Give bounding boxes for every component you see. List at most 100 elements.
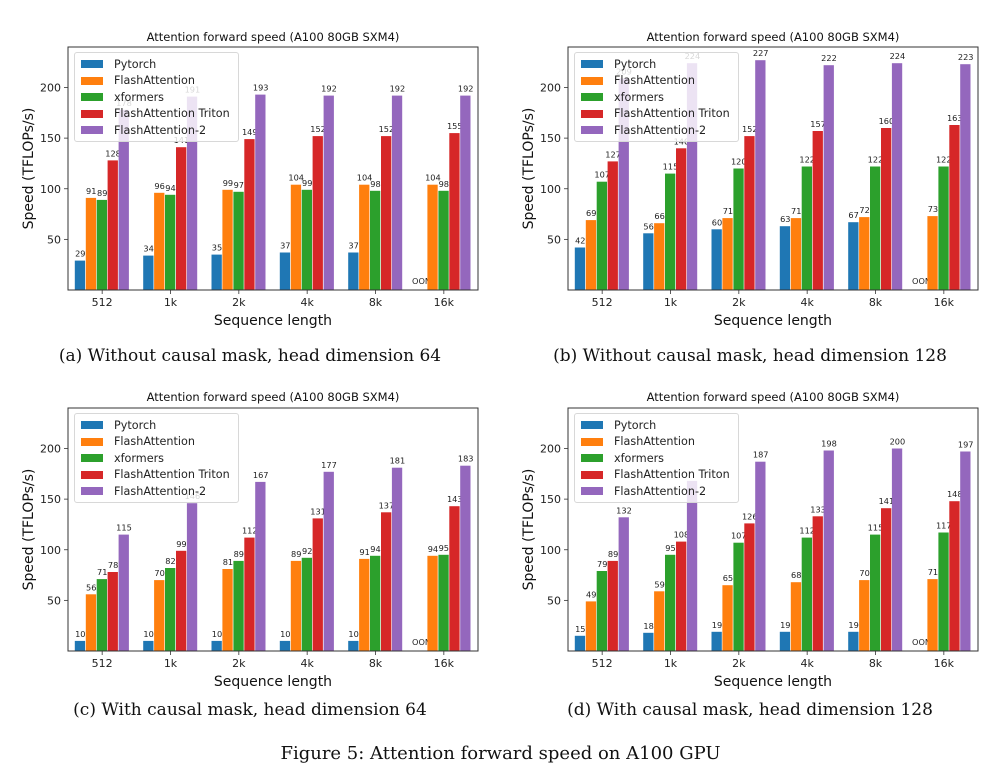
bar [881,128,892,290]
data-label: 107 [594,170,610,180]
data-label: 126 [742,511,758,521]
data-label: 112 [242,526,258,536]
bar [812,131,823,290]
bar [938,166,949,290]
data-label: 34 [143,244,153,254]
data-label: 10 [75,629,85,639]
bar [391,467,403,651]
y-tick-label: 200 [540,82,561,95]
data-label: 120 [731,157,747,167]
y-axis-label: Speed (TFLOPs/s) [521,469,537,591]
data-label: 137 [379,500,395,510]
legend-item: xformers [581,89,730,106]
bar [74,260,86,290]
x-tick-label: 8k [869,296,883,309]
bar [460,95,471,290]
bar [222,569,233,651]
data-label: 89 [291,549,301,559]
axes-frame [67,46,479,291]
bar [449,133,460,290]
bar [938,532,949,651]
legend-item: xformers [81,89,230,106]
data-label: 104 [425,173,441,183]
legend-item: Pytorch [581,417,730,434]
chart-title: Attention forward speed (A100 80GB SXM4) [147,390,400,404]
data-label: 115 [868,523,884,533]
bar [711,229,722,291]
data-label: 224 [890,51,906,61]
bar [244,139,255,290]
data-label: 49 [586,589,596,599]
data-label: 192 [321,84,337,94]
legend-swatch [581,76,603,85]
bar [290,184,302,290]
legend-swatch [81,93,103,102]
data-label: 198 [821,439,837,449]
data-label: 94 [370,544,380,554]
legend-swatch [581,126,603,135]
data-label: 82 [165,556,175,566]
data-label: 94 [165,183,175,193]
data-label: 117 [936,521,952,531]
data-label: 89 [234,549,244,559]
data-label: OOM [912,276,932,286]
legend-swatch [81,109,103,118]
legend-label: FlashAttention Triton [614,468,730,482]
data-label: 183 [458,454,474,464]
subcaption: (d) With causal mask, head dimension 128 [567,700,933,720]
y-axis-label: Speed (TFLOPs/s) [521,108,537,230]
legend-item: FlashAttention-2 [581,122,730,139]
legend-swatch [81,60,103,69]
bar [165,568,176,651]
x-tick-label: 2k [732,657,746,670]
legend-swatch [81,437,103,446]
bar [881,508,892,651]
bar [596,571,607,651]
bar [85,197,97,290]
legend-label: Pytorch [614,418,657,432]
bar [607,161,618,290]
axes-frame [67,407,479,652]
data-label: 122 [936,155,952,165]
legend-label: FlashAttention-2 [114,123,207,137]
x-tick-label: 16k [434,657,455,670]
legend-label: Pytorch [614,57,657,71]
x-tick-label: 4k [800,657,814,670]
data-label: 68 [791,570,801,580]
legend-swatch [581,93,603,102]
data-label: 152 [379,124,395,134]
bar [279,252,291,290]
bar [686,480,698,651]
data-label: 10 [348,629,358,639]
x-tick-label: 4k [800,296,814,309]
bar [427,184,438,290]
legend-item: FlashAttention Triton [81,106,230,123]
legend-swatch [581,470,603,479]
legend-item: Pytorch [81,417,230,434]
x-tick-label: 512 [592,657,613,670]
data-label: 143 [447,494,463,504]
data-label: 69 [586,208,596,218]
legend-label: FlashAttention [614,74,695,88]
legend-label: FlashAttention Triton [114,468,230,482]
y-tick-label: 100 [540,544,561,557]
bar [823,65,834,290]
bar [585,220,597,290]
bar [779,631,791,651]
data-label: 65 [723,573,733,583]
chart-svg: Attention forward speed (A100 80GB SXM4)… [21,390,479,690]
legend-item: Pytorch [81,56,230,73]
data-label: 35 [212,243,222,253]
data-label: 10 [212,629,222,639]
data-label: 71 [791,206,801,216]
y-tick-label: 150 [40,132,61,145]
bar [665,173,676,290]
chart-title: Attention forward speed (A100 80GB SXM4) [647,390,900,404]
bar [960,451,971,651]
x-tick-label: 4k [300,296,314,309]
x-axis-label: Sequence length [214,674,332,690]
legend-label: FlashAttention [614,435,695,449]
bar [312,136,323,290]
chart-panel-a: Attention forward speed (A100 80GB SXM4)… [0,0,500,370]
legend-item: xformers [581,450,730,467]
